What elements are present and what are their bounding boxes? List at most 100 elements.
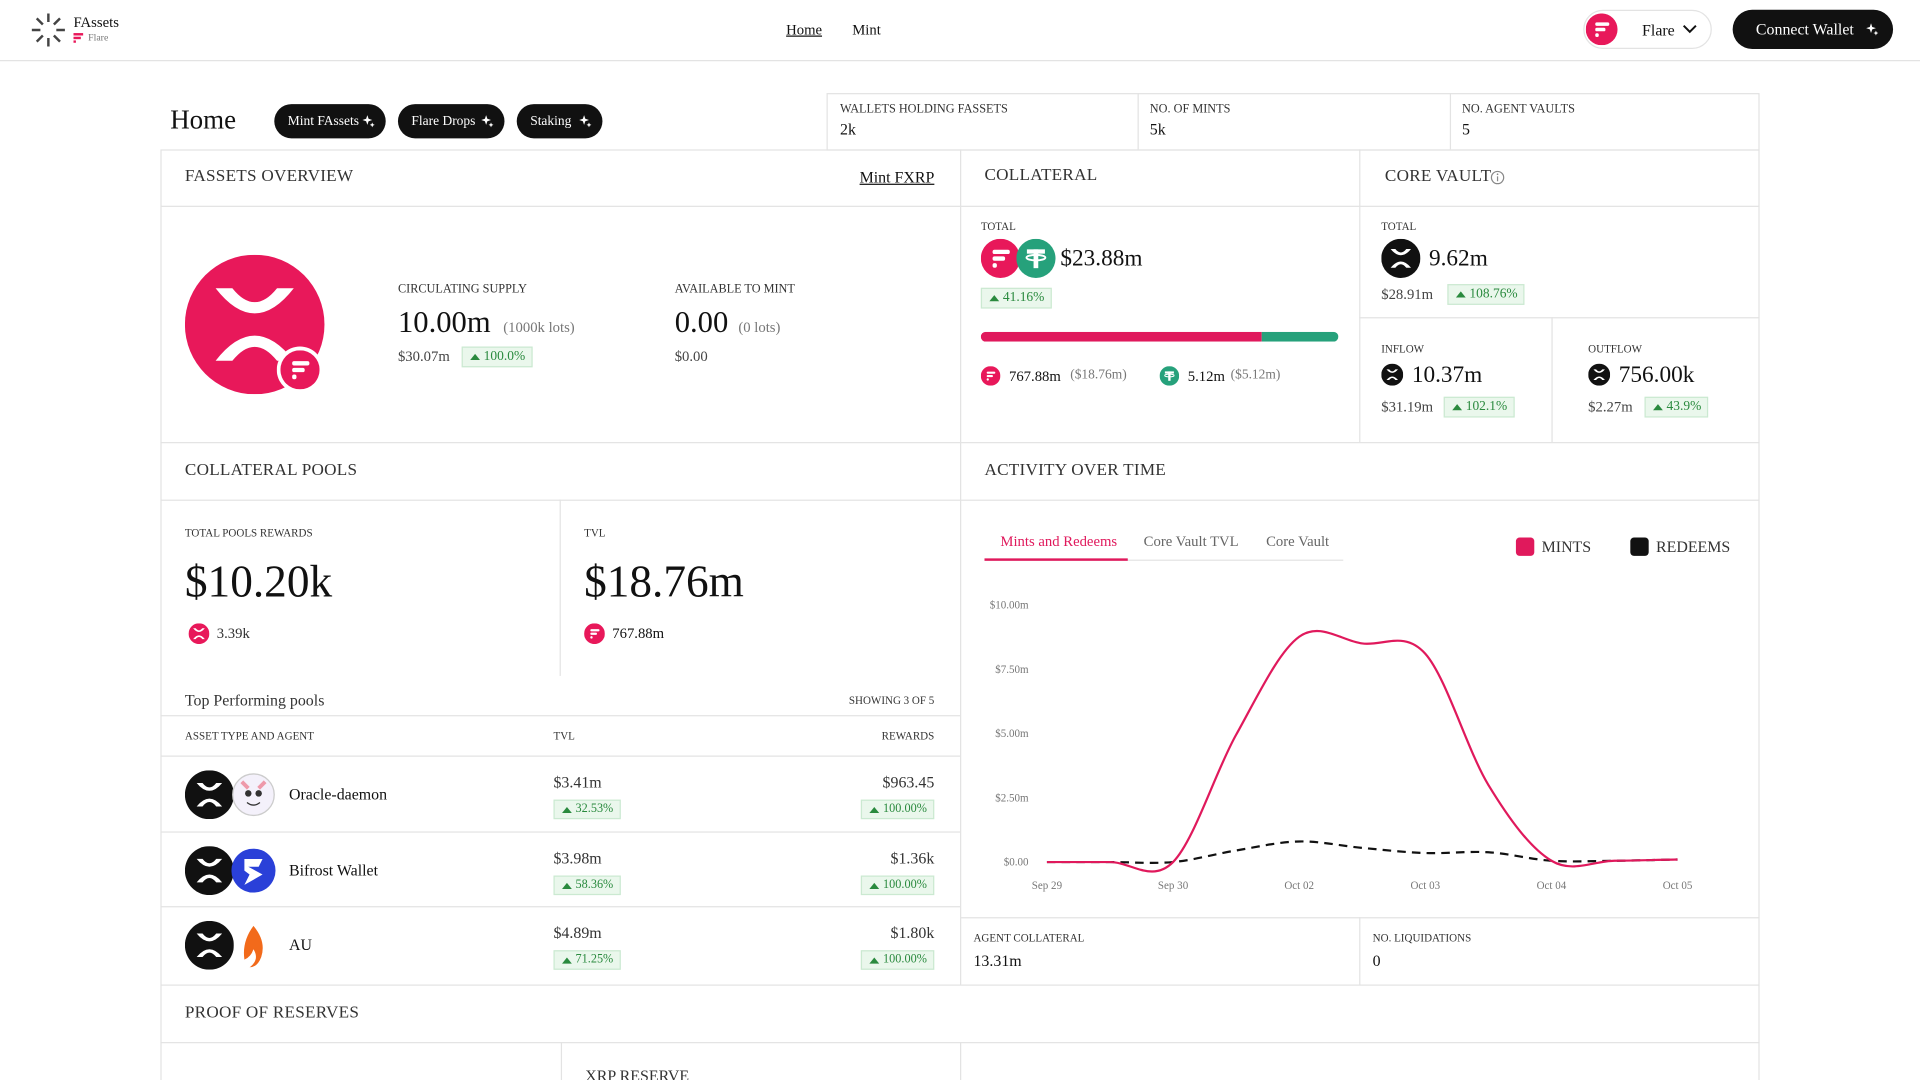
- rewards-change: 100.00%: [861, 799, 935, 820]
- page-title: Home: [170, 104, 237, 135]
- nav-link[interactable]: Mint: [852, 20, 881, 38]
- divider: [1359, 917, 1361, 985]
- stat-label: NO. OF MINTS: [1149, 102, 1231, 117]
- metric-lots: (1000k lots): [503, 318, 575, 336]
- collateral-bar-segment: [980, 331, 1262, 342]
- legend-swatch: [1515, 537, 1535, 556]
- metric-label: OUTFLOW: [1588, 342, 1643, 356]
- change-badge: 102.1%: [1443, 396, 1515, 418]
- metric-value: 0.00: [674, 306, 729, 340]
- pool-row: Bifrost Wallet $3.98m 58.36% $1.36k 100.00%: [160, 830, 961, 907]
- info-icon: [1490, 170, 1505, 185]
- y-tick-label: $2.50m: [995, 792, 1029, 804]
- flare-icon: [981, 239, 1020, 278]
- pool-tvl: $3.98m: [553, 847, 602, 867]
- metric-value: 9.62m: [1428, 246, 1488, 272]
- divider: [160, 715, 961, 717]
- metric-value: $23.88m: [1060, 246, 1143, 272]
- sparkle-icon: [362, 115, 374, 127]
- brand-name: FAssets: [73, 13, 119, 31]
- tab[interactable]: Core Vault: [1266, 532, 1330, 550]
- xrp-icon: [1381, 364, 1403, 386]
- fxrp-icon: [189, 623, 210, 644]
- section-title: COLLATERAL POOLS: [184, 461, 358, 481]
- agent-avatar: [243, 925, 263, 968]
- agent-avatar: [232, 773, 275, 817]
- activity-chart: $0.00 $2.50m $5.00m $7.50m $10.00m Sep 29 Sep …: [990, 537, 1730, 892]
- flare-icon: [1586, 13, 1618, 45]
- tab[interactable]: Core Vault TVL: [1143, 532, 1239, 550]
- divider: [1449, 93, 1452, 150]
- button-label: Flare Drops: [411, 113, 476, 129]
- metric-value: 13.31m: [973, 951, 1022, 970]
- sparkle-icon: [1866, 23, 1878, 35]
- active-tab-indicator: [984, 558, 1128, 561]
- tvl-change: 58.36%: [553, 874, 621, 895]
- collateral-amount: 767.88m: [1008, 367, 1061, 385]
- action-button[interactable]: Flare Drops: [397, 104, 505, 139]
- pool-rewards: $963.45: [882, 772, 935, 792]
- divider: [1359, 317, 1760, 319]
- rewards-change: 100.00%: [861, 874, 935, 895]
- series-line: [1046, 840, 1678, 864]
- token-amount: 767.88m: [612, 624, 665, 642]
- xrp-icon: [1588, 364, 1610, 386]
- metric-label: TVL: [584, 526, 606, 539]
- sparkle-icon: [579, 115, 591, 127]
- xrp-icon: [1381, 239, 1420, 278]
- connect-wallet-button[interactable]: Connect Wallet: [1732, 9, 1894, 49]
- metric-value: 10.37m: [1411, 362, 1483, 389]
- metric-value: 756.00k: [1618, 362, 1695, 389]
- pool-tvl: $3.41m: [553, 772, 602, 792]
- rewards-change: 100.00%: [861, 950, 935, 970]
- metric-label: TOTAL: [980, 220, 1016, 233]
- nav-link[interactable]: Home: [786, 20, 823, 38]
- collateral-usd: ($18.76m): [1070, 367, 1127, 383]
- legend-swatch: [1630, 537, 1649, 556]
- series-line: [1046, 630, 1678, 873]
- tab[interactable]: Mints and Redeems: [1000, 532, 1118, 550]
- metric-usd: $0.00: [674, 347, 708, 365]
- mint-link[interactable]: Mint FXRP: [859, 167, 935, 187]
- metric-label: INFLOW: [1381, 342, 1425, 356]
- brand-logo: [31, 13, 65, 47]
- y-tick-label: $0.00: [1004, 857, 1029, 869]
- flare-mini-icon: [73, 33, 84, 43]
- collateral-bar-segment: [1261, 331, 1339, 342]
- collateral-bar: [980, 331, 1339, 342]
- divider: [160, 499, 1760, 501]
- action-button[interactable]: Mint FAssets: [274, 104, 386, 139]
- metric-usd: $28.91m: [1381, 285, 1434, 303]
- metric-lots: (0 lots): [738, 318, 781, 336]
- pool-rewards: $1.36k: [890, 847, 935, 867]
- column-header: TVL: [553, 729, 575, 743]
- metric-usd: $30.07m: [397, 347, 450, 365]
- action-button[interactable]: Staking: [516, 104, 603, 139]
- divider: [160, 984, 1760, 986]
- stat-value: 5: [1462, 120, 1471, 139]
- metric-label: AVAILABLE TO MINT: [674, 282, 795, 297]
- xrp-icon: [185, 921, 234, 970]
- column-header: REWARDS: [881, 729, 935, 743]
- collateral-amount: 5.12m: [1187, 367, 1225, 385]
- stat-value: 2k: [840, 120, 856, 139]
- change-badge: 43.9%: [1644, 396, 1709, 418]
- y-tick-label: $10.00m: [990, 600, 1029, 612]
- pool-rewards: $1.80k: [890, 923, 935, 942]
- pool-tvl: $4.89m: [553, 923, 602, 942]
- x-tick-label: Oct 02: [1284, 880, 1314, 892]
- agent-name: Oracle-daemon: [288, 784, 388, 804]
- brand-sub: Flare: [88, 31, 109, 43]
- metric-label: TOTAL POOLS REWARDS: [184, 526, 313, 539]
- pool-row: Oracle-daemon $3.41m 32.53% $963.45 100.00%: [160, 755, 961, 832]
- network-selector[interactable]: Flare: [1583, 9, 1712, 49]
- column-header: ASSET TYPE AND AGENT: [184, 729, 315, 743]
- network-name: Flare: [1642, 20, 1675, 40]
- flare-badge: [276, 346, 324, 394]
- x-tick-label: Oct 04: [1537, 880, 1567, 892]
- header-divider: [0, 60, 1920, 62]
- button-label: Staking: [530, 113, 572, 129]
- change-badge: 41.16%: [980, 287, 1052, 309]
- divider: [960, 149, 962, 985]
